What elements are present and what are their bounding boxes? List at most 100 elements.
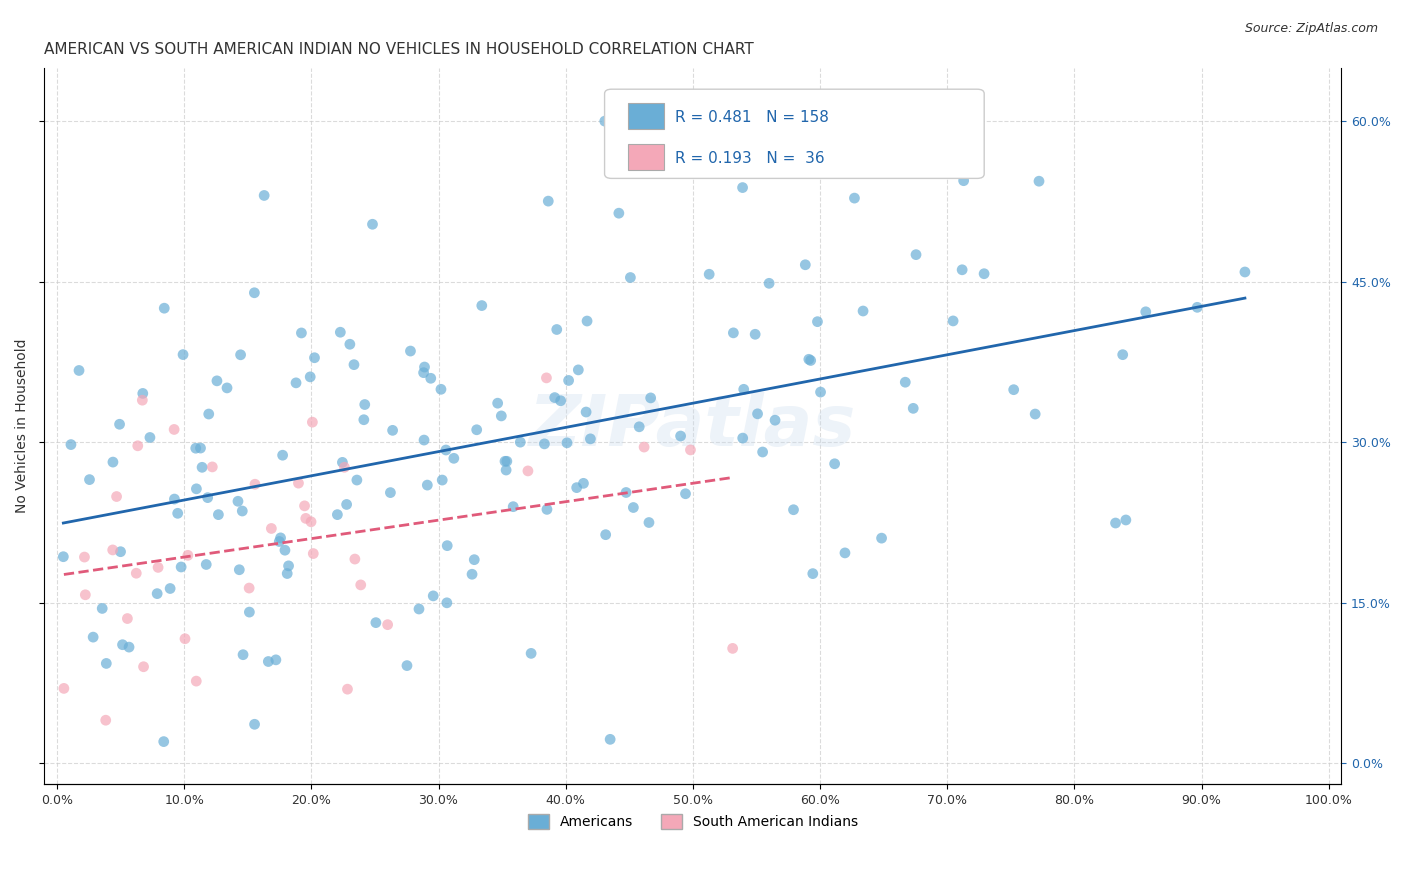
Point bbox=[353, 398, 375, 412]
Point bbox=[595, 527, 617, 541]
Point bbox=[486, 396, 509, 410]
Point bbox=[491, 409, 513, 423]
Point bbox=[174, 632, 197, 646]
Point bbox=[1104, 516, 1126, 530]
Point bbox=[350, 578, 373, 592]
Point bbox=[186, 482, 208, 496]
Point bbox=[172, 348, 194, 362]
Point bbox=[806, 315, 828, 329]
Point bbox=[640, 391, 662, 405]
Point bbox=[633, 440, 655, 454]
Point bbox=[607, 206, 630, 220]
Point bbox=[747, 407, 769, 421]
Point bbox=[215, 381, 238, 395]
Point bbox=[801, 566, 824, 581]
Point bbox=[184, 441, 207, 455]
Point bbox=[229, 348, 252, 362]
Point bbox=[277, 558, 299, 573]
Point bbox=[903, 401, 925, 416]
Point bbox=[299, 515, 322, 529]
Point bbox=[269, 534, 291, 549]
Point bbox=[852, 304, 875, 318]
Point bbox=[419, 371, 441, 385]
Y-axis label: No Vehicles in Household: No Vehicles in Household bbox=[15, 339, 30, 513]
Point bbox=[572, 476, 595, 491]
Point bbox=[679, 442, 702, 457]
Point bbox=[190, 441, 212, 455]
Point bbox=[274, 543, 297, 558]
Point bbox=[557, 374, 579, 388]
Point bbox=[536, 502, 558, 516]
Point bbox=[1112, 348, 1135, 362]
Point bbox=[228, 563, 250, 577]
Point bbox=[555, 435, 578, 450]
Point bbox=[669, 429, 692, 443]
Point bbox=[733, 382, 755, 396]
Point bbox=[575, 405, 598, 419]
Point bbox=[105, 490, 128, 504]
Point bbox=[304, 351, 326, 365]
Point bbox=[170, 560, 193, 574]
Point bbox=[723, 326, 745, 340]
Point bbox=[675, 487, 697, 501]
Point bbox=[537, 194, 560, 208]
Point bbox=[163, 491, 186, 506]
Point bbox=[290, 326, 312, 340]
Point bbox=[205, 374, 228, 388]
Point bbox=[132, 659, 155, 673]
Point bbox=[186, 674, 208, 689]
Point bbox=[758, 277, 780, 291]
Point bbox=[238, 605, 260, 619]
Point bbox=[952, 174, 974, 188]
Point bbox=[800, 353, 823, 368]
Point bbox=[894, 375, 917, 389]
Point bbox=[271, 448, 294, 462]
Point bbox=[824, 457, 846, 471]
Point bbox=[207, 508, 229, 522]
Legend: Americans, South American Indians: Americans, South American Indians bbox=[522, 809, 863, 835]
Point bbox=[101, 543, 124, 558]
Point bbox=[381, 423, 404, 437]
Point bbox=[380, 485, 402, 500]
Point bbox=[276, 566, 298, 581]
Point bbox=[638, 516, 661, 530]
Point bbox=[1024, 407, 1046, 421]
Point bbox=[565, 481, 588, 495]
Point bbox=[461, 567, 484, 582]
Point bbox=[844, 191, 866, 205]
Point bbox=[794, 258, 817, 272]
Point bbox=[201, 459, 224, 474]
Point bbox=[422, 589, 444, 603]
Point bbox=[153, 301, 176, 316]
Point bbox=[544, 391, 567, 405]
Point bbox=[509, 435, 531, 450]
Point bbox=[52, 549, 75, 564]
Point bbox=[243, 717, 266, 731]
Point bbox=[579, 432, 602, 446]
Point bbox=[197, 491, 219, 505]
Point bbox=[67, 363, 90, 377]
Point bbox=[942, 314, 965, 328]
Point bbox=[395, 658, 418, 673]
Point bbox=[131, 393, 153, 408]
Point bbox=[301, 415, 323, 429]
Point bbox=[75, 588, 97, 602]
Point bbox=[905, 247, 928, 261]
Point bbox=[463, 552, 485, 566]
Point bbox=[110, 545, 132, 559]
Point bbox=[619, 270, 641, 285]
Point bbox=[763, 413, 786, 427]
Point bbox=[299, 370, 322, 384]
Point bbox=[326, 508, 349, 522]
Point bbox=[52, 681, 75, 696]
Point bbox=[332, 455, 354, 469]
Point bbox=[413, 359, 436, 374]
Point bbox=[731, 180, 754, 194]
Text: R = 0.481   N = 158: R = 0.481 N = 158 bbox=[675, 111, 828, 125]
Point bbox=[243, 285, 266, 300]
Point bbox=[166, 506, 188, 520]
Point bbox=[101, 455, 124, 469]
Point bbox=[413, 433, 436, 447]
Point bbox=[471, 299, 494, 313]
Text: AMERICAN VS SOUTH AMERICAN INDIAN NO VEHICLES IN HOUSEHOLD CORRELATION CHART: AMERICAN VS SOUTH AMERICAN INDIAN NO VEH… bbox=[44, 42, 754, 57]
